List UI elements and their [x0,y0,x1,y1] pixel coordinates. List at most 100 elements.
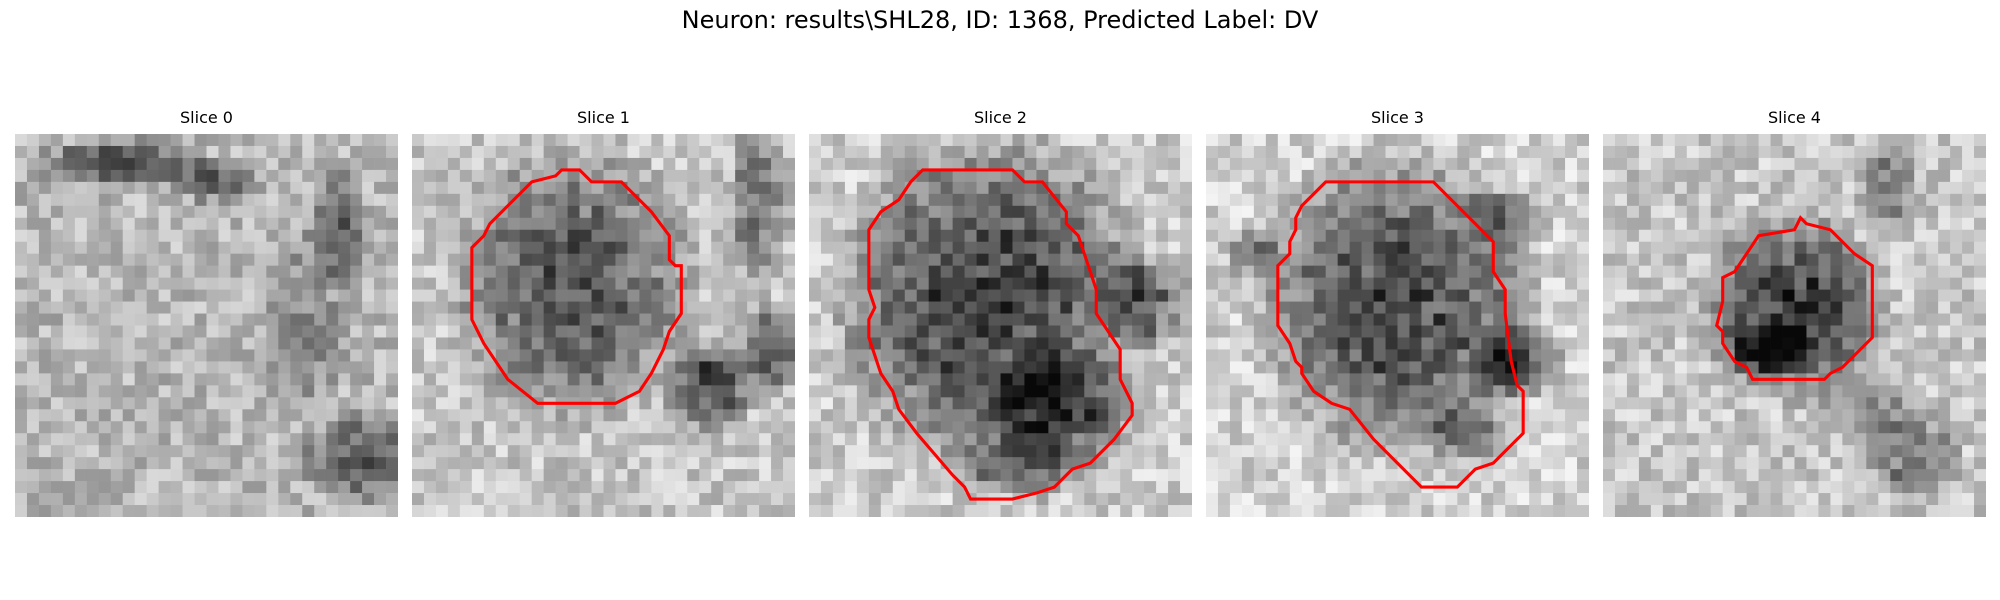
pixel [832,361,846,374]
pixel [1710,337,1724,350]
pixel [856,134,870,147]
pixel [1060,157,1073,171]
pixel [1433,373,1446,386]
pixel [38,253,52,267]
pixel [699,433,712,446]
pixel [447,289,461,302]
pixel [146,433,159,446]
pixel [603,253,616,267]
pixel [1854,421,1867,434]
pixel [1337,229,1350,243]
pixel [615,301,628,314]
pixel [567,265,580,278]
pixel [940,325,953,338]
pixel [651,457,664,470]
pixel [1180,433,1192,446]
pixel [242,385,255,398]
pixel [1638,349,1652,362]
pixel [338,193,351,207]
pixel [1938,265,1951,278]
pixel [1445,241,1458,255]
pixel [1457,193,1470,207]
pixel [1469,157,1482,171]
pixel [627,241,640,255]
pixel [904,301,918,314]
pixel [1638,445,1652,458]
pixel [230,361,243,374]
pixel [435,289,449,302]
pixel [314,134,327,147]
pixel [495,229,509,243]
pixel [350,349,363,362]
pixel [1890,325,1903,338]
pixel [1036,361,1049,374]
pixel [1385,349,1398,362]
pixel [1878,217,1891,231]
pixel [194,229,207,243]
pixel [1120,241,1133,255]
pixel [988,265,1001,278]
pixel [74,145,88,159]
pixel [1806,241,1819,255]
pixel [687,277,700,290]
pixel [1974,349,1986,362]
pixel [1974,169,1986,183]
pixel [326,157,339,171]
pixel [1577,349,1589,362]
pixel [158,433,171,446]
pixel [1469,481,1482,494]
pixel [1638,169,1652,183]
pixel [892,241,906,255]
pixel [459,241,473,255]
pixel [1638,457,1652,470]
pixel [1301,253,1315,267]
pixel [1325,493,1339,506]
pixel [170,433,183,446]
pixel [759,397,772,410]
pixel [38,349,52,362]
pixel [1289,277,1303,290]
pixel [1253,277,1267,290]
pixel [218,265,231,278]
pixel [1265,205,1279,219]
pixel [495,145,509,159]
pixel [1000,505,1013,517]
pixel [519,265,533,278]
pixel [1217,241,1231,255]
pixel [1950,229,1963,243]
pixel [856,277,870,290]
pixel [1253,505,1267,517]
pixel [1577,457,1589,470]
pixel [15,361,28,374]
pixel [783,505,795,517]
pixel [1024,397,1037,410]
pixel [170,325,183,338]
pixel [1746,409,1759,422]
pixel [350,289,363,302]
pixel [1505,134,1518,147]
pixel [1517,265,1530,278]
pixel [242,265,255,278]
pixel [1902,181,1915,195]
pixel [1662,193,1676,207]
pixel [1469,241,1482,255]
pixel [1782,337,1795,350]
pixel [1866,397,1879,410]
pixel [1782,409,1795,422]
pixel [940,169,953,183]
pixel [1180,421,1192,434]
pixel [412,325,425,338]
pixel [1878,289,1891,302]
pixel [1782,253,1795,267]
pixel [1277,169,1291,183]
pixel [1206,229,1219,243]
pixel [1830,313,1843,326]
pixel [1096,157,1109,171]
pixel [579,277,592,290]
pixel [1048,421,1061,434]
pixel [555,349,568,362]
pixel [1974,445,1986,458]
pixel [1806,265,1819,278]
pixel [1000,289,1013,302]
pixel [1349,445,1362,458]
